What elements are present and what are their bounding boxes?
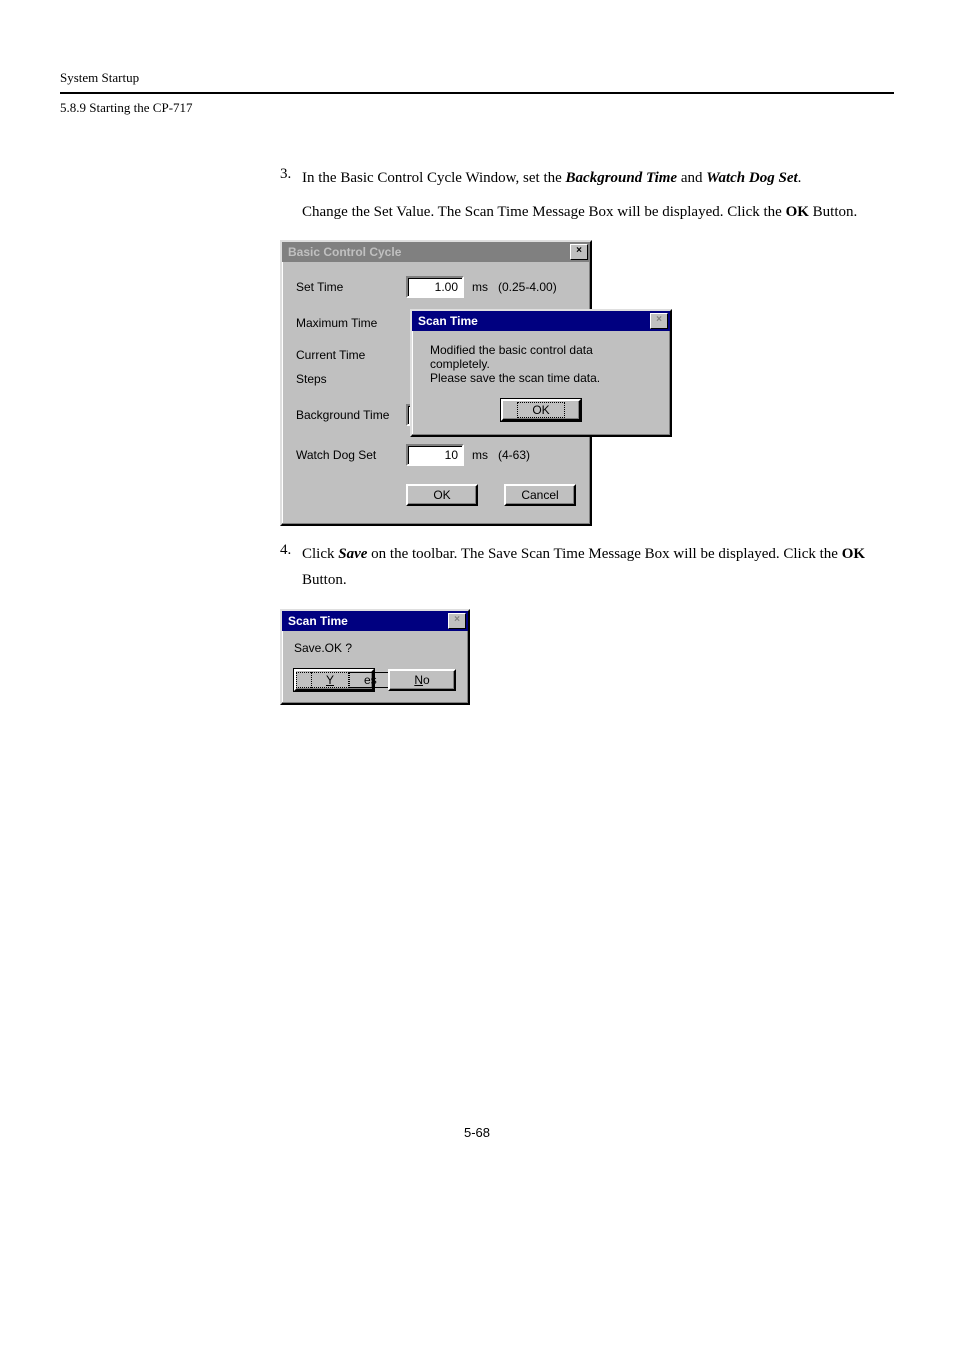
dialog-titlebar: Scan Time ×: [412, 311, 670, 331]
dialog-title: Basic Control Cycle: [288, 245, 401, 259]
message-line-2: Please save the scan time data.: [430, 371, 652, 385]
step-text: In the Basic Control Cycle Window, set t…: [302, 166, 890, 192]
basic-control-cycle-dialog: Basic Control Cycle × Set Time 1.00 ms (…: [280, 240, 592, 526]
dialog-titlebar: Basic Control Cycle ×: [282, 242, 590, 262]
page-number: 5-68: [60, 1125, 894, 1140]
set-time-label: Set Time: [296, 280, 406, 294]
close-icon[interactable]: ×: [650, 313, 668, 329]
no-button[interactable]: No: [388, 669, 456, 691]
current-time-label: Current Time: [296, 348, 406, 362]
step-number: 4.: [280, 542, 302, 593]
step-text: Click Save on the toolbar. The Save Scan…: [302, 542, 890, 593]
close-icon[interactable]: ×: [448, 613, 466, 629]
step-4: 4. Click Save on the toolbar. The Save S…: [280, 542, 890, 593]
section-label: 5.8.9 Starting the CP-717: [60, 100, 894, 116]
watchdog-input[interactable]: 10: [406, 444, 464, 466]
yes-button[interactable]: Yes: [294, 669, 374, 691]
watchdog-label: Watch Dog Set: [296, 448, 406, 462]
watchdog-range: (4-63): [498, 448, 530, 462]
set-time-input[interactable]: 1.00: [406, 276, 464, 298]
steps-label: Steps: [296, 372, 406, 386]
save-prompt: Save.OK ?: [294, 641, 456, 655]
step-3: 3. In the Basic Control Cycle Window, se…: [280, 166, 890, 192]
ok-button[interactable]: OK: [406, 484, 478, 506]
step-3-continued: Change the Set Value. The Scan Time Mess…: [302, 198, 890, 227]
dialog-title: Scan Time: [418, 314, 478, 328]
dialog-titlebar: Scan Time ×: [282, 611, 468, 631]
set-time-unit: ms: [472, 280, 488, 294]
max-time-label: Maximum Time: [296, 316, 406, 330]
set-time-range: (0.25-4.00): [498, 280, 557, 294]
save-scan-time-dialog: Scan Time × Save.OK ? Yes No: [280, 609, 470, 705]
watchdog-unit: ms: [472, 448, 488, 462]
bg-time-label: Background Time: [296, 408, 406, 422]
header-rule: [60, 92, 894, 94]
chapter-label: System Startup: [60, 70, 894, 86]
close-icon[interactable]: ×: [570, 244, 588, 260]
ok-button[interactable]: OK: [501, 399, 581, 421]
step-number: 3.: [280, 166, 302, 192]
dialog-title: Scan Time: [288, 614, 348, 628]
cancel-button[interactable]: Cancel: [504, 484, 576, 506]
message-line-1: Modified the basic control data complete…: [430, 343, 652, 371]
scan-time-message-dialog: Scan Time × Modified the basic control d…: [410, 309, 672, 437]
